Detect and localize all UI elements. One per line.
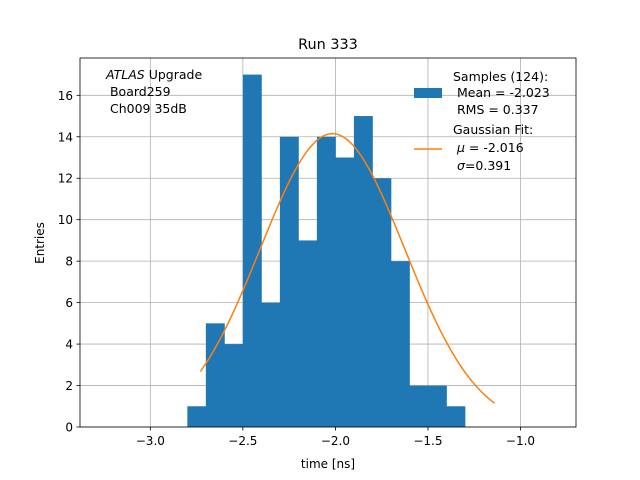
histogram-bars: [187, 74, 466, 428]
annotation-line-2: Board259: [106, 84, 171, 99]
chart-title: Run 333: [298, 37, 358, 53]
annotation-atlas-italic: ATLAS: [105, 67, 145, 82]
x-tick-label: −2.5: [228, 434, 257, 448]
legend-fit-sigma: σ=0.391: [457, 158, 511, 173]
y-tick-label: 2: [65, 379, 73, 393]
histogram-bar: [427, 385, 447, 427]
x-tick-label: −1.0: [506, 434, 535, 448]
x-axis-ticks: −3.0 −2.5 −2.0 −1.5 −1.0: [136, 427, 535, 448]
y-tick-label: 14: [58, 130, 73, 144]
y-axis-label: Entries: [33, 222, 47, 264]
legend: Samples (124): Mean = -2.023 RMS = 0.337…: [414, 69, 550, 173]
histogram-bar: [390, 261, 410, 427]
legend-samples-line-1: Samples (124):: [453, 69, 548, 84]
y-tick-label: 12: [58, 172, 73, 186]
legend-samples-line-2: Mean = -2.023: [453, 85, 550, 100]
y-tick-label: 6: [65, 296, 73, 310]
histogram-bar: [298, 240, 318, 427]
histogram-bar: [335, 157, 355, 427]
legend-mu-symbol: μ: [456, 140, 465, 155]
histogram-bar: [353, 116, 373, 427]
y-tick-label: 0: [65, 421, 73, 435]
annotation-line-3: Ch009 35dB: [106, 101, 187, 116]
legend-fit-line-1: Gaussian Fit:: [453, 122, 533, 137]
y-tick-label: 16: [58, 89, 73, 103]
legend-fit-mu: μ = -2.016: [456, 140, 524, 155]
histogram-bar: [261, 302, 281, 427]
legend-sigma-value: =0.391: [465, 158, 511, 173]
histogram-bar: [224, 344, 244, 427]
y-axis-ticks: 0 2 4 6 8 10 12 14 16: [58, 89, 80, 435]
histogram-bar: [409, 385, 429, 427]
histogram-bar: [242, 74, 262, 428]
gaussian-fit-curve: [199, 132, 496, 404]
x-axis-label: time [ns]: [301, 457, 355, 471]
x-tick-label: −1.5: [413, 434, 442, 448]
x-tick-label: −3.0: [136, 434, 165, 448]
annotation-upgrade: Upgrade: [145, 67, 203, 82]
histogram-bar: [372, 178, 392, 427]
legend-sigma-symbol: σ: [457, 158, 466, 173]
legend-samples-swatch: [414, 88, 442, 98]
histogram-bar: [316, 136, 336, 428]
x-tick-label: −2.0: [321, 434, 350, 448]
histogram-bar: [205, 323, 225, 427]
y-tick-label: 4: [65, 338, 73, 352]
y-tick-label: 8: [65, 255, 73, 269]
plot-frame: [79, 57, 577, 428]
legend-mu-value: = -2.016: [465, 140, 524, 155]
histogram-bar: [279, 136, 299, 428]
atlas-annotation: ATLAS Upgrade Board259 Ch009 35dB: [105, 67, 202, 116]
y-tick-label: 10: [58, 213, 73, 227]
histogram-bar: [446, 406, 466, 427]
annotation-line-1: ATLAS Upgrade: [105, 67, 202, 82]
histogram-bar: [187, 406, 207, 427]
legend-samples-line-3: RMS = 0.337: [453, 102, 539, 117]
